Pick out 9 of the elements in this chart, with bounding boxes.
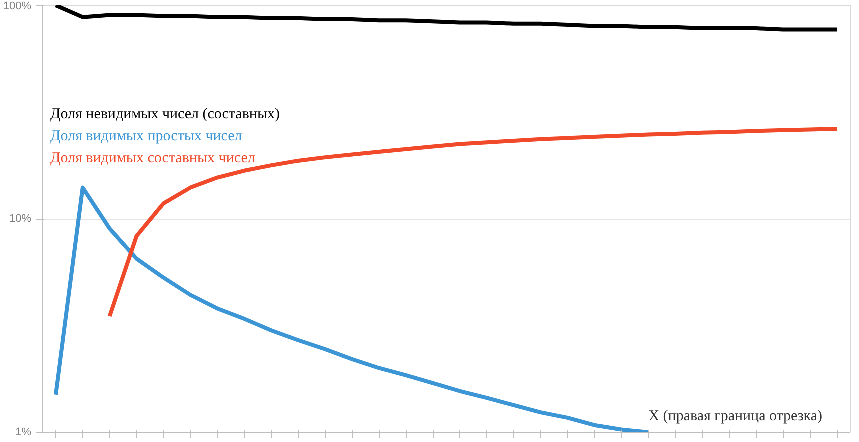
x-axis-title: X (правая граница отрезка)	[648, 408, 823, 424]
y-tick-label: 10%	[9, 213, 32, 225]
line-series	[54, 186, 650, 432]
y-tick-label: 100%	[3, 0, 32, 12]
series-label: Доля видимых составных чисел	[50, 150, 256, 166]
line-series	[54, 6, 840, 32]
text: Доля видимых простых чисел	[50, 128, 243, 144]
y-tick-label: 1%	[16, 426, 32, 438]
text: Доля невидимых чисел (составных)	[50, 106, 280, 122]
